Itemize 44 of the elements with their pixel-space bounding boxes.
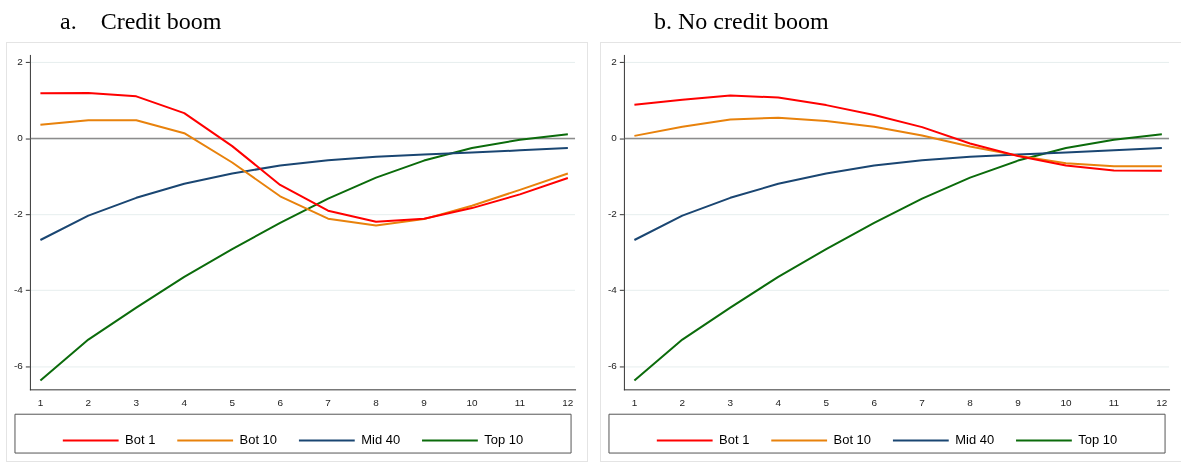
x-tick-label: 1	[37, 397, 44, 409]
legend-label: Top 10	[484, 432, 524, 448]
y-tick-label: 0	[611, 132, 618, 144]
x-tick-label: 2	[85, 397, 92, 409]
y-tick-label: -6	[607, 360, 618, 372]
legend-label: Bot 1	[125, 432, 156, 448]
y-tick-label: 2	[611, 56, 618, 68]
legend-label: Top 10	[1078, 432, 1118, 448]
legend-label: Bot 1	[719, 432, 750, 448]
x-tick-label: 3	[133, 397, 140, 409]
x-tick-label: 5	[229, 397, 236, 409]
x-tick-label: 5	[823, 397, 830, 409]
y-tick-label: -4	[13, 284, 24, 296]
x-tick-label: 4	[181, 397, 188, 409]
legend-label: Bot 10	[239, 432, 277, 448]
x-tick-label: 2	[679, 397, 686, 409]
x-tick-label: 12	[1156, 397, 1168, 409]
x-tick-label: 8	[373, 397, 380, 409]
x-tick-label: 12	[562, 397, 574, 409]
x-tick-label: 8	[967, 397, 974, 409]
x-tick-label: 7	[919, 397, 926, 409]
legend-label: Bot 10	[833, 432, 871, 448]
x-tick-label: 6	[871, 397, 878, 409]
y-tick-label: -2	[13, 208, 24, 220]
x-tick-label: 7	[325, 397, 332, 409]
x-tick-label: 10	[466, 397, 478, 409]
x-tick-label: 4	[775, 397, 782, 409]
chart-title: a. Credit boom	[59, 7, 223, 36]
y-tick-label: 2	[17, 56, 24, 68]
y-tick-label: -4	[607, 284, 618, 296]
x-tick-label: 9	[421, 397, 428, 409]
y-tick-label: 0	[17, 132, 24, 144]
x-tick-label: 1	[631, 397, 638, 409]
x-tick-label: 3	[727, 397, 734, 409]
x-tick-label: 11	[514, 397, 526, 409]
x-tick-label: 6	[277, 397, 284, 409]
y-tick-label: -6	[13, 360, 24, 372]
legend-label: Mid 40	[361, 432, 401, 448]
y-tick-label: -2	[607, 208, 618, 220]
chart-title: b. No credit boom	[653, 7, 830, 36]
x-tick-label: 10	[1060, 397, 1072, 409]
x-tick-label: 11	[1108, 397, 1120, 409]
legend-label: Mid 40	[955, 432, 995, 448]
x-tick-label: 9	[1015, 397, 1022, 409]
